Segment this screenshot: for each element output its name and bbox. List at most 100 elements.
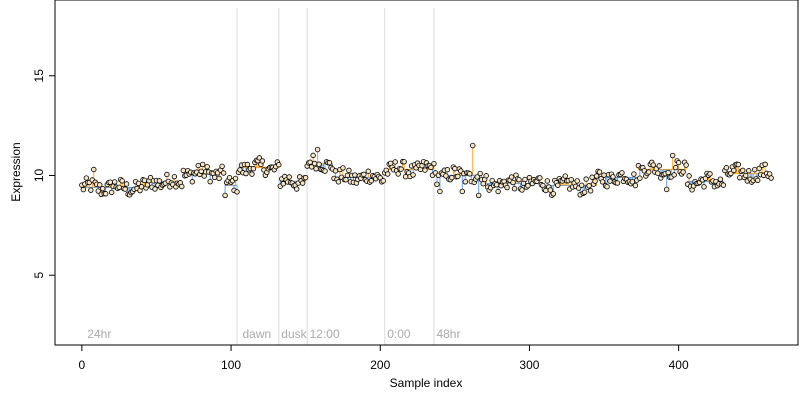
data-point [344, 172, 351, 179]
data-point [135, 180, 142, 187]
data-point [449, 174, 455, 181]
data-point [592, 178, 598, 184]
data-point [493, 182, 500, 188]
data-point [717, 176, 724, 182]
data-point [234, 189, 240, 195]
data-point [316, 161, 322, 167]
data-point [444, 167, 451, 173]
data-point [743, 172, 749, 179]
data-point [204, 164, 210, 170]
data-point [746, 168, 752, 174]
data-point [428, 164, 434, 171]
data-point [669, 152, 676, 159]
data-point [631, 171, 637, 177]
data-point [276, 162, 282, 168]
data-point [392, 159, 398, 165]
x-tick-label: 300 [519, 358, 539, 372]
data-point [308, 164, 315, 170]
data-point [216, 175, 222, 182]
data-point [768, 175, 774, 181]
data-point [474, 174, 480, 180]
x-axis-label: Sample index [390, 376, 463, 390]
data-point [100, 185, 106, 192]
data-point [508, 174, 515, 180]
data-point [280, 181, 286, 187]
data-point [656, 163, 662, 169]
data-point [599, 179, 606, 185]
data-point [189, 179, 195, 185]
data-point [637, 175, 643, 181]
data-point [581, 189, 588, 196]
data-point [740, 167, 746, 174]
data-point [250, 166, 257, 172]
data-point [737, 174, 743, 181]
data-point [731, 167, 737, 174]
data-point [322, 168, 328, 174]
data-point [222, 192, 228, 199]
data-point [293, 186, 300, 192]
data-point [459, 188, 466, 195]
data-point [443, 173, 449, 179]
data-point [544, 178, 551, 184]
data-point [495, 188, 501, 195]
data-point [365, 168, 372, 174]
data-point [179, 183, 185, 190]
data-point [470, 142, 476, 149]
x-tick-label: 200 [370, 358, 390, 372]
data-point [340, 165, 346, 171]
data-point [632, 182, 639, 189]
data-point [547, 187, 554, 193]
x-tick-label: 0 [79, 358, 86, 372]
data-point [655, 170, 661, 176]
data-point [147, 174, 154, 181]
data-point [489, 177, 495, 184]
data-point [672, 164, 679, 171]
data-point [259, 158, 266, 164]
data-point [119, 178, 125, 184]
data-point [614, 180, 621, 186]
data-point [380, 178, 386, 184]
data-point [299, 180, 306, 186]
data-point [138, 184, 145, 190]
data-point [522, 176, 528, 183]
data-point [578, 182, 585, 188]
data-point [232, 175, 239, 182]
data-point [707, 171, 713, 177]
data-point [619, 170, 625, 176]
data-point [401, 159, 407, 165]
data-point [164, 171, 170, 178]
data-point [410, 172, 416, 178]
phase-label: dawn [242, 327, 271, 341]
data-point [123, 181, 130, 187]
data-point [516, 176, 522, 183]
data-point [723, 165, 730, 171]
data-point [665, 169, 671, 176]
data-point [302, 174, 309, 181]
phase-label: dusk [281, 327, 307, 341]
data-point [200, 161, 206, 168]
data-point [244, 161, 251, 168]
data-point [610, 174, 616, 180]
data-point [574, 178, 580, 184]
y-axis: 5 10 15 [32, 69, 55, 279]
data-point [587, 188, 594, 194]
data-point [108, 189, 115, 196]
data-point [398, 166, 404, 172]
data-point [310, 152, 316, 159]
data-point [171, 173, 178, 180]
data-point [483, 173, 489, 179]
data-point [219, 163, 225, 169]
data-point [596, 169, 603, 175]
data-point [756, 165, 762, 172]
data-point [80, 186, 87, 193]
data-point [156, 178, 163, 184]
data-point [752, 166, 758, 173]
data-point [735, 161, 742, 168]
data-point [111, 179, 118, 185]
x-axis: 0 100 200 300 400 [79, 344, 689, 372]
data-point [180, 167, 187, 174]
data-point [519, 187, 525, 193]
data-point [437, 188, 443, 195]
data-point [629, 179, 636, 185]
data-point [511, 186, 518, 192]
